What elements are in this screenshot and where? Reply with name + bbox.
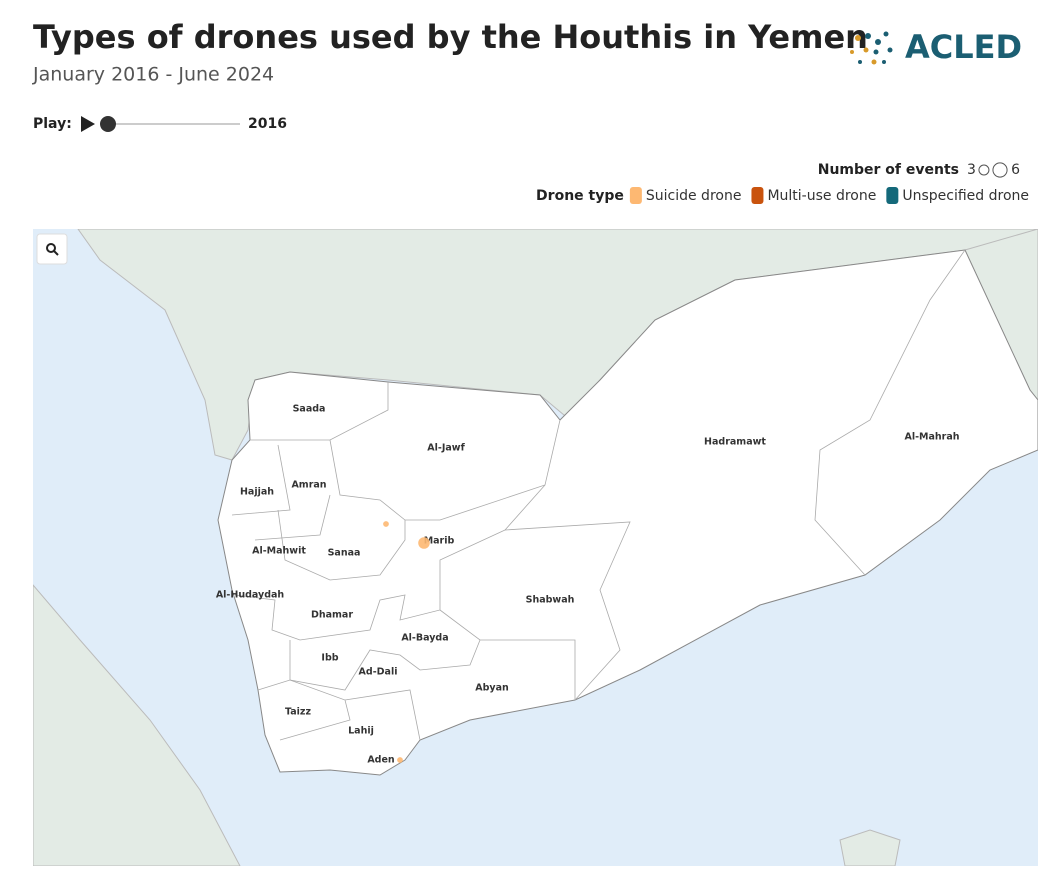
color-legend-swatch <box>751 187 764 204</box>
region-label: Saada <box>293 404 326 415</box>
size-legend-value: 3 <box>967 162 976 178</box>
event-point <box>418 537 430 549</box>
search-icon <box>46 243 56 253</box>
region-label: Marib <box>424 536 455 547</box>
search-icon-handle <box>53 250 59 256</box>
size-legend-value: 6 <box>1011 162 1020 178</box>
play-button[interactable] <box>81 116 95 132</box>
africa <box>33 584 241 866</box>
region-label: Dhamar <box>311 610 353 621</box>
region-label: Al-Jawf <box>427 443 465 454</box>
region-label: Sanaa <box>328 548 361 559</box>
logo: ACLED <box>850 28 1022 66</box>
event-point <box>397 757 403 763</box>
play-label: Play: <box>33 116 72 132</box>
region-label: Al-Mahrah <box>904 432 959 443</box>
region-label: Ibb <box>321 653 338 664</box>
region-label: Abyan <box>475 683 509 694</box>
governorate-borders <box>231 249 966 741</box>
region-label: Al-Hudaydah <box>216 590 285 601</box>
color-legend-label: Multi-use drone <box>767 188 876 204</box>
search-button[interactable] <box>36 233 68 265</box>
region-label: Amran <box>291 480 326 491</box>
region-label: Lahij <box>348 726 374 737</box>
region-label: Al-Mahwit <box>252 546 306 557</box>
region-label: Ad-Dali <box>359 667 398 678</box>
color-legend-title: Drone type <box>536 188 624 204</box>
legend: 6 3 Number of events Unspecified drone Multi… <box>536 162 1029 204</box>
title: Types of drones used by the Houthis in Y… <box>33 18 868 56</box>
color-legend-swatch <box>886 187 899 204</box>
region-label: Aden <box>367 755 395 766</box>
slider-knob[interactable] <box>100 116 116 132</box>
region-label: Shabwah <box>526 595 575 606</box>
region-label: Hadramawt <box>704 437 766 448</box>
region-label: Hajjah <box>240 487 274 498</box>
socotra <box>839 829 901 866</box>
size-legend-title: Number of events <box>818 162 959 178</box>
size-legend-circle <box>978 164 990 176</box>
color-legend-label: Suicide drone <box>646 188 742 204</box>
subtitle: January 2016 - June 2024 <box>32 64 274 86</box>
event-point <box>383 521 389 527</box>
yemen <box>217 249 1038 776</box>
year-label: 2016 <box>248 116 287 132</box>
size-legend-circle <box>992 162 1008 178</box>
color-legend-swatch <box>629 187 642 204</box>
color-legend-label: Unspecified drone <box>902 188 1029 204</box>
region-label: Al-Bayda <box>401 633 448 644</box>
map: Saada Al-Jawf Hadramawt Al-Mahrah Hajjah Amra… <box>33 229 1038 866</box>
region-label: Taizz <box>285 707 311 718</box>
logo-text: ACLED <box>905 28 1022 66</box>
